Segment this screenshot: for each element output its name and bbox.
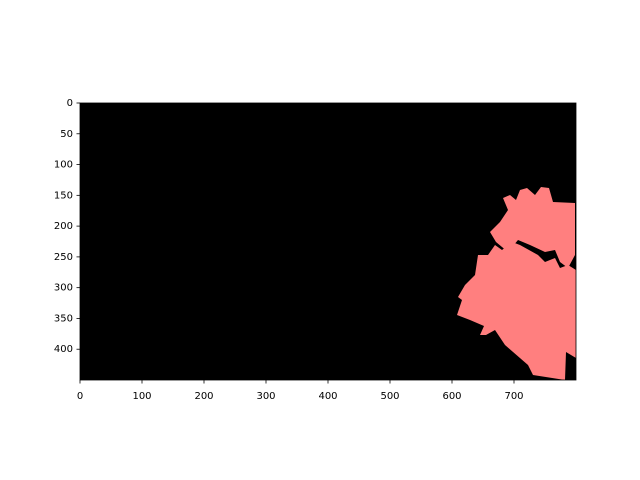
y-tick-label: 250 — [54, 252, 73, 263]
x-tick-label: 100 — [132, 391, 151, 402]
y-tick-label: 400 — [54, 344, 73, 355]
x-tick-label: 700 — [504, 391, 523, 402]
y-tick-label: 350 — [54, 313, 73, 324]
y-tick-label: 200 — [54, 221, 73, 232]
y-tick-label: 300 — [54, 283, 73, 294]
x-tick-label: 300 — [256, 391, 275, 402]
y-tick-label: 50 — [60, 129, 73, 140]
x-tick-label: 0 — [77, 391, 83, 402]
y-tick-label: 150 — [54, 190, 73, 201]
mask-regions — [457, 187, 576, 380]
y-tick-label: 100 — [54, 160, 73, 171]
x-tick-label: 400 — [318, 391, 337, 402]
image-background — [80, 103, 576, 380]
x-tick-label: 200 — [194, 391, 213, 402]
x-tick-label: 500 — [380, 391, 399, 402]
mask-region — [457, 242, 576, 380]
x-tick-label: 600 — [442, 391, 461, 402]
y-tick-label: 0 — [67, 98, 73, 109]
